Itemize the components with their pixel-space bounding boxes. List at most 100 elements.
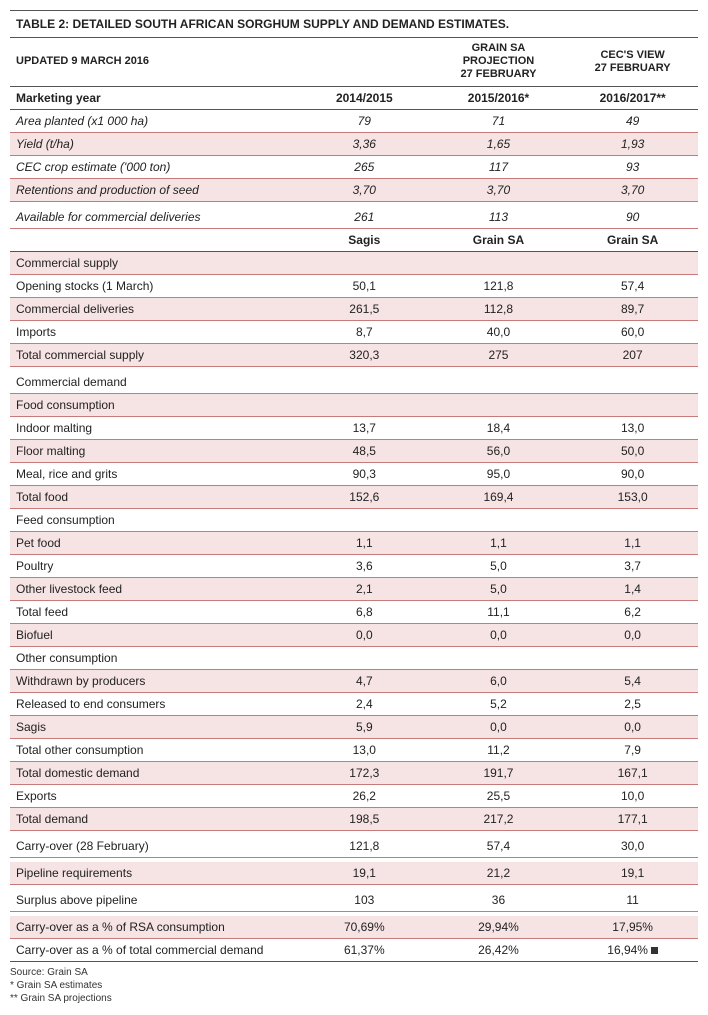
supply-label-3: Total commercial supply [10, 343, 299, 366]
food-c3-0: 13,0 [567, 416, 698, 439]
supply-c2-1: 112,8 [430, 297, 568, 320]
feed-c2-4: 0,0 [430, 623, 568, 646]
src-1: Sagis [299, 228, 430, 251]
footnote-0: Source: Grain SA [10, 966, 698, 979]
other-c2-0: 6,0 [430, 669, 568, 692]
pct-c3-0: 17,95% [567, 916, 698, 939]
updated-label: UPDATED 9 MARCH 2016 [10, 38, 299, 87]
block1-c1-2: 265 [299, 155, 430, 178]
food-c2-1: 56,0 [430, 439, 568, 462]
supply-c3-0: 57,4 [567, 274, 698, 297]
block1-c2-2: 117 [430, 155, 568, 178]
block1-c3-2: 93 [567, 155, 698, 178]
feed-c3-4: 0,0 [567, 623, 698, 646]
block1-c2-1: 1,65 [430, 132, 568, 155]
sources-blank [10, 228, 299, 251]
avail-label: Available for commercial deliveries [10, 206, 299, 229]
surplus-label: Surplus above pipeline [10, 889, 299, 912]
other-label-3: Total other consumption [10, 738, 299, 761]
other-hdr: Other consumption [10, 646, 299, 669]
pct-label-0: Carry-over as a % of RSA consumption [10, 916, 299, 939]
marketing-year-label: Marketing year [10, 86, 299, 109]
feed-c2-1: 5,0 [430, 554, 568, 577]
feed-c2-3: 11,1 [430, 600, 568, 623]
feed-c1-2: 2,1 [299, 577, 430, 600]
src-3: Grain SA [567, 228, 698, 251]
end-mark-icon [651, 947, 658, 954]
col2-head: GRAIN SA PROJECTION27 FEBRUARY [430, 38, 568, 87]
feed-c3-2: 1,4 [567, 577, 698, 600]
other-c2-2: 0,0 [430, 715, 568, 738]
surplus-c2: 36 [430, 889, 568, 912]
supply-c3-2: 60,0 [567, 320, 698, 343]
other-c3-5: 10,0 [567, 784, 698, 807]
col3-head: CEC'S VIEW27 FEBRUARY [567, 38, 698, 87]
pct-c1-1: 61,37% [299, 938, 430, 961]
feed-c1-0: 1,1 [299, 531, 430, 554]
block1-c3-0: 49 [567, 109, 698, 132]
other-label-1: Released to end consumers [10, 692, 299, 715]
src-2: Grain SA [430, 228, 568, 251]
block1-c1-0: 79 [299, 109, 430, 132]
block1-label-0: Area planted (x1 000 ha) [10, 109, 299, 132]
supply-c3-1: 89,7 [567, 297, 698, 320]
other-c1-3: 13,0 [299, 738, 430, 761]
footnotes: Source: Grain SA* Grain SA estimates** G… [10, 966, 698, 1005]
food-c3-3: 153,0 [567, 485, 698, 508]
other-c2-6: 217,2 [430, 807, 568, 830]
food-c1-1: 48,5 [299, 439, 430, 462]
avail-c3: 90 [567, 206, 698, 229]
feed-label-4: Biofuel [10, 623, 299, 646]
food-label-3: Total food [10, 485, 299, 508]
block1-label-2: CEC crop estimate ('000 ton) [10, 155, 299, 178]
other-c3-2: 0,0 [567, 715, 698, 738]
feed-label-3: Total feed [10, 600, 299, 623]
supply-c1-1: 261,5 [299, 297, 430, 320]
block1-c2-3: 3,70 [430, 178, 568, 201]
block1-c3-1: 1,93 [567, 132, 698, 155]
food-label-1: Floor malting [10, 439, 299, 462]
sorghum-table: TABLE 2: DETAILED SOUTH AFRICAN SORGHUM … [10, 10, 698, 962]
other-c1-5: 26,2 [299, 784, 430, 807]
food-c2-2: 95,0 [430, 462, 568, 485]
col1-head [299, 38, 430, 87]
table-title: TABLE 2: DETAILED SOUTH AFRICAN SORGHUM … [10, 11, 698, 38]
feed-c3-3: 6,2 [567, 600, 698, 623]
other-c1-0: 4,7 [299, 669, 430, 692]
pct-c1-0: 70,69% [299, 916, 430, 939]
other-label-2: Sagis [10, 715, 299, 738]
supply-c3-3: 207 [567, 343, 698, 366]
other-c3-0: 5,4 [567, 669, 698, 692]
block1-c2-0: 71 [430, 109, 568, 132]
carry-c1: 121,8 [299, 835, 430, 858]
supply-label-0: Opening stocks (1 March) [10, 274, 299, 297]
other-label-4: Total domestic demand [10, 761, 299, 784]
food-label-2: Meal, rice and grits [10, 462, 299, 485]
supply-c2-2: 40,0 [430, 320, 568, 343]
other-label-5: Exports [10, 784, 299, 807]
other-c2-3: 11,2 [430, 738, 568, 761]
other-label-0: Withdrawn by producers [10, 669, 299, 692]
block1-label-3: Retentions and production of seed [10, 178, 299, 201]
other-c3-6: 177,1 [567, 807, 698, 830]
other-c2-4: 191,7 [430, 761, 568, 784]
block1-c1-1: 3,36 [299, 132, 430, 155]
block1-label-1: Yield (t/ha) [10, 132, 299, 155]
feed-c1-1: 3,6 [299, 554, 430, 577]
feed-c3-0: 1,1 [567, 531, 698, 554]
pct-label-1: Carry-over as a % of total commercial de… [10, 938, 299, 961]
feed-c1-4: 0,0 [299, 623, 430, 646]
other-c2-1: 5,2 [430, 692, 568, 715]
supply-label-1: Commercial deliveries [10, 297, 299, 320]
other-label-6: Total demand [10, 807, 299, 830]
other-c3-1: 2,5 [567, 692, 698, 715]
pct-c3-1: 16,94% [567, 938, 698, 961]
feed-label-0: Pet food [10, 531, 299, 554]
feed-hdr: Feed consumption [10, 508, 299, 531]
feed-c1-3: 6,8 [299, 600, 430, 623]
supply-c1-3: 320,3 [299, 343, 430, 366]
avail-c1: 261 [299, 206, 430, 229]
other-c2-5: 25,5 [430, 784, 568, 807]
other-c1-6: 198,5 [299, 807, 430, 830]
footnote-1: * Grain SA estimates [10, 979, 698, 992]
